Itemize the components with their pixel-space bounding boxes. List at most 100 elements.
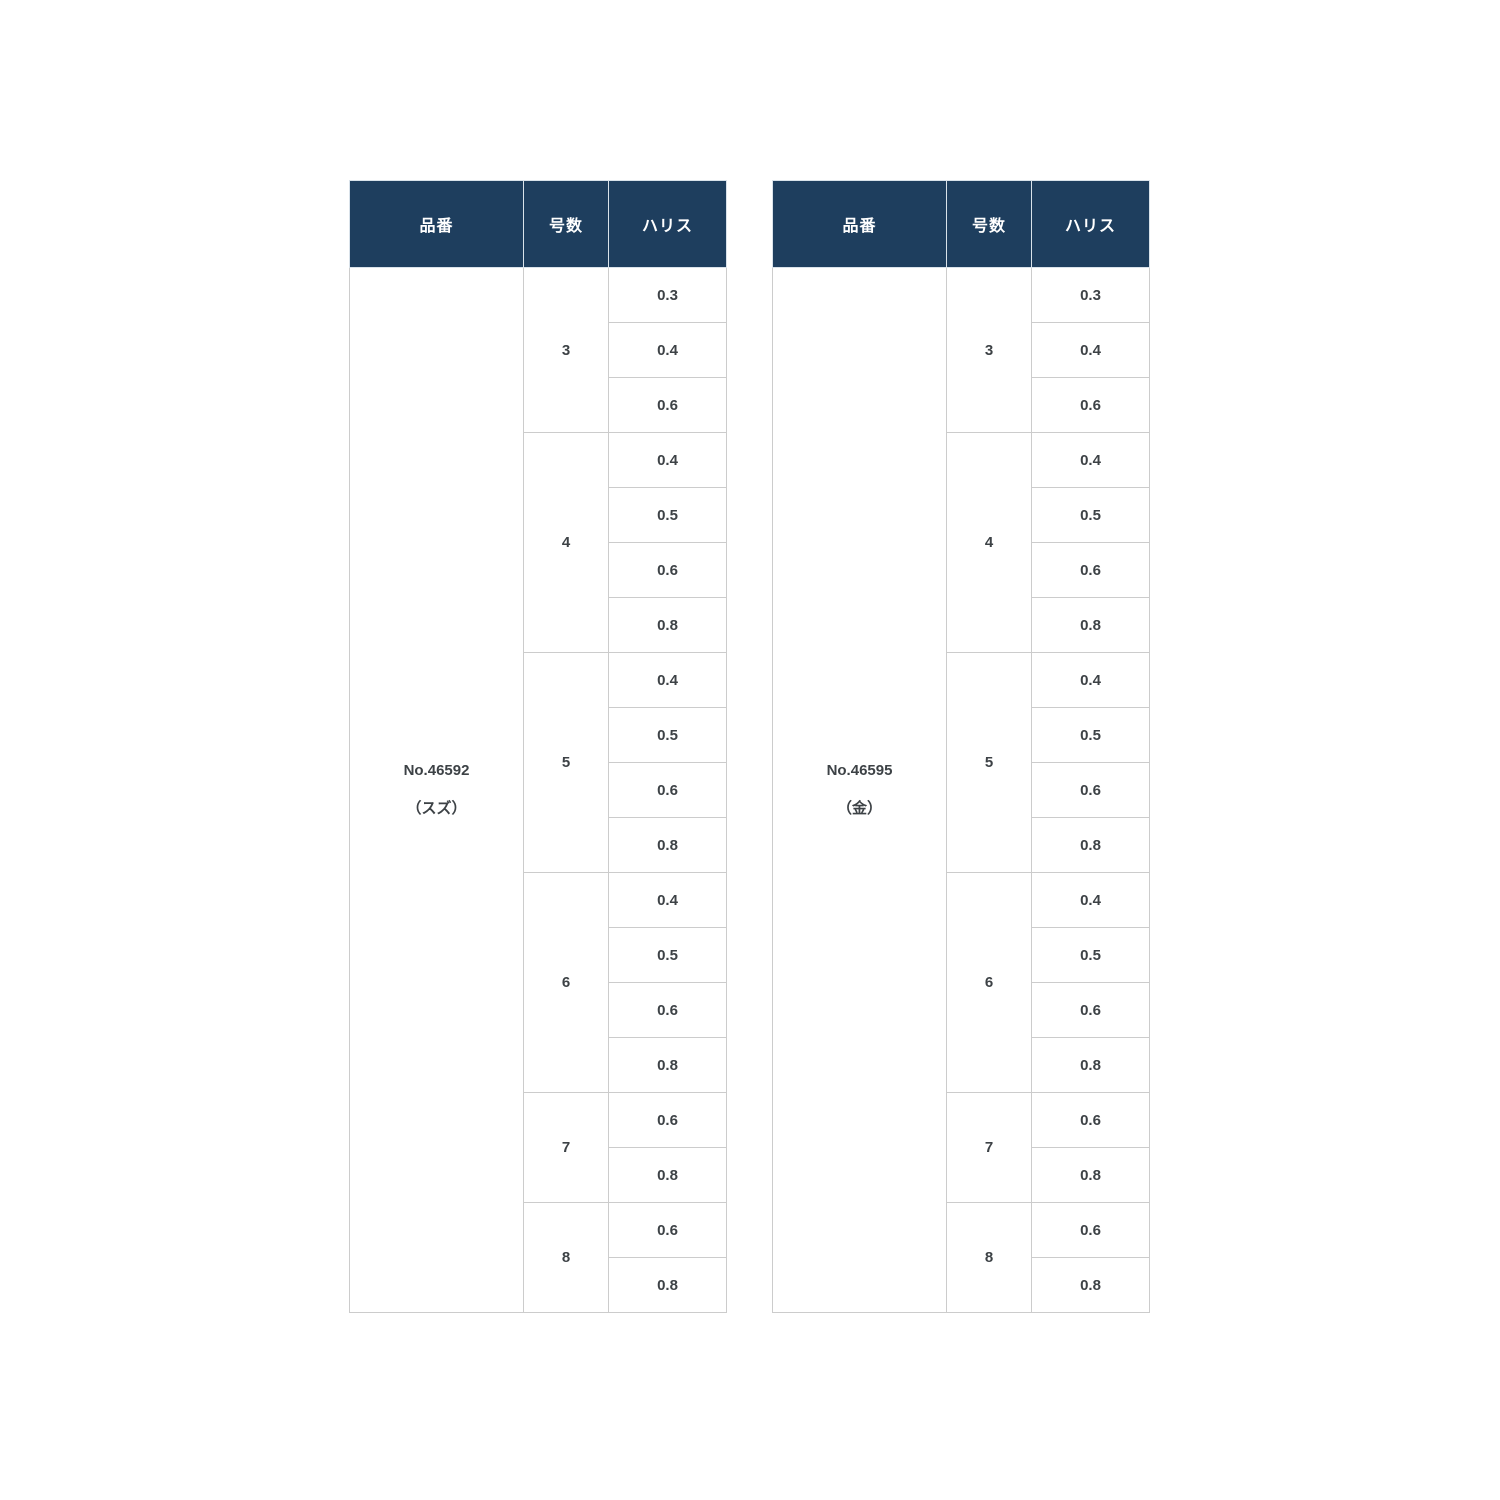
product-variant: （金） xyxy=(836,800,882,817)
harisu-cell: 0.5 xyxy=(608,707,727,763)
table-row: 8 0.6 xyxy=(350,1202,727,1313)
table-row: 0.8 xyxy=(350,1147,727,1203)
table-row: 0.8 xyxy=(773,1147,1150,1203)
harisu-cell: 0.6 xyxy=(608,762,727,818)
harisu-cell: 0.4 xyxy=(608,652,727,708)
table-row: 4 0.4 xyxy=(773,432,1150,653)
harisu-cell: 0.6 xyxy=(1031,542,1150,598)
harisu-cell: 0.8 xyxy=(1031,817,1150,873)
table-row: 0.4 xyxy=(773,322,1150,378)
header-row: 品番 号数 ハリス xyxy=(772,180,1150,268)
harisu-cell: 0.8 xyxy=(1031,1147,1150,1203)
table-row: 6 0.4 xyxy=(773,872,1150,1093)
harisu-cell: 0.5 xyxy=(1031,487,1150,543)
size-cell: 8 xyxy=(523,1202,609,1313)
table-row: 0.6 xyxy=(350,377,727,433)
table-row: 0.8 xyxy=(350,817,727,873)
table-row: 0.6 xyxy=(773,982,1150,1038)
header-row: 品番 号数 ハリス xyxy=(349,180,727,268)
header-size: 号数 xyxy=(523,180,609,268)
harisu-cell: 0.4 xyxy=(608,872,727,928)
table-row: 0.8 xyxy=(773,1257,1150,1313)
harisu-cell: 0.8 xyxy=(608,1037,727,1093)
harisu-cell: 0.6 xyxy=(608,1202,727,1258)
size-cell: 4 xyxy=(523,432,609,653)
table-row: 0.4 xyxy=(350,322,727,378)
harisu-cell: 0.6 xyxy=(1031,1092,1150,1148)
header-size: 号数 xyxy=(946,180,1032,268)
harisu-cell: 0.4 xyxy=(608,322,727,378)
size-cell: 6 xyxy=(946,872,1032,1093)
table-row: 0.6 xyxy=(350,542,727,598)
harisu-cell: 0.8 xyxy=(1031,597,1150,653)
product-cell: No.46595 （金） xyxy=(772,267,947,1313)
harisu-cell: 0.6 xyxy=(1031,982,1150,1038)
harisu-cell: 0.6 xyxy=(1031,762,1150,818)
harisu-cell: 0.8 xyxy=(608,597,727,653)
harisu-cell: 0.5 xyxy=(1031,927,1150,983)
harisu-cell: 0.4 xyxy=(1031,322,1150,378)
table-row: 7 0.6 xyxy=(350,1092,727,1203)
harisu-cell: 0.6 xyxy=(608,377,727,433)
table-row: 0.8 xyxy=(773,1037,1150,1093)
harisu-cell: 0.4 xyxy=(608,432,727,488)
table-row: 7 0.6 xyxy=(773,1092,1150,1203)
harisu-cell: 0.8 xyxy=(608,817,727,873)
table-row: No.46595 （金） 3 0.3 xyxy=(772,267,1150,1313)
table-row: 5 0.4 xyxy=(350,652,727,873)
spec-table: 品番 号数 ハリス No.46592 （スズ） 3 0.3 0.4 0.6 4 0.4 0.5 0.6 0… xyxy=(349,180,727,1313)
table-row: No.46592 （スズ） 3 0.3 xyxy=(349,267,727,1313)
tables-row: 品番 号数 ハリス No.46592 （スズ） 3 0.3 0.4 0.6 4 0.4 0.5 0.6 0… xyxy=(349,180,1150,1313)
table-row: 0.8 xyxy=(350,597,727,653)
table-row: 8 0.6 xyxy=(773,1202,1150,1313)
spec-table: 品番 号数 ハリス No.46595 （金） 3 0.3 0.4 0.6 4 0.4 0.5 0.6 0.… xyxy=(772,180,1150,1313)
table-row: 0.5 xyxy=(350,707,727,763)
harisu-cell: 0.3 xyxy=(608,267,727,323)
harisu-cell: 0.6 xyxy=(608,542,727,598)
harisu-cell: 0.4 xyxy=(1031,432,1150,488)
table-row: 0.5 xyxy=(773,707,1150,763)
table-row: 5 0.4 xyxy=(773,652,1150,873)
table-row: 0.8 xyxy=(773,597,1150,653)
size-cell: 4 xyxy=(946,432,1032,653)
harisu-cell: 0.5 xyxy=(608,927,727,983)
table-row: 0.5 xyxy=(350,487,727,543)
harisu-cell: 0.8 xyxy=(1031,1257,1150,1313)
table-row: 0.5 xyxy=(773,487,1150,543)
harisu-cell: 0.8 xyxy=(608,1257,727,1313)
harisu-cell: 0.6 xyxy=(608,1092,727,1148)
header-harisu: ハリス xyxy=(608,180,727,268)
table-row: 4 0.4 xyxy=(350,432,727,653)
table-row: 6 0.4 xyxy=(350,872,727,1093)
harisu-cell: 0.6 xyxy=(1031,377,1150,433)
size-cell: 5 xyxy=(946,652,1032,873)
harisu-cell: 0.8 xyxy=(608,1147,727,1203)
harisu-cell: 0.4 xyxy=(1031,872,1150,928)
header-harisu: ハリス xyxy=(1031,180,1150,268)
table-row: 0.8 xyxy=(773,817,1150,873)
product-variant: （スズ） xyxy=(406,800,467,817)
size-cell: 7 xyxy=(946,1092,1032,1203)
table-row: 0.6 xyxy=(350,762,727,818)
header-product: 品番 xyxy=(772,180,947,268)
table-row: 0.6 xyxy=(773,762,1150,818)
product-number: No.46592 xyxy=(403,762,470,779)
header-product: 品番 xyxy=(349,180,524,268)
size-cell: 3 xyxy=(523,267,609,433)
table-row: 0.5 xyxy=(350,927,727,983)
harisu-cell: 0.6 xyxy=(1031,1202,1150,1258)
table-row: 0.5 xyxy=(773,927,1150,983)
harisu-cell: 0.6 xyxy=(608,982,727,1038)
harisu-cell: 0.5 xyxy=(608,487,727,543)
size-cell: 6 xyxy=(523,872,609,1093)
size-cell: 7 xyxy=(523,1092,609,1203)
table-row: 0.6 xyxy=(350,982,727,1038)
harisu-cell: 0.3 xyxy=(1031,267,1150,323)
harisu-cell: 0.8 xyxy=(1031,1037,1150,1093)
harisu-cell: 0.4 xyxy=(1031,652,1150,708)
harisu-cell: 0.5 xyxy=(1031,707,1150,763)
size-cell: 8 xyxy=(946,1202,1032,1313)
product-number: No.46595 xyxy=(826,762,893,779)
table-row: 0.8 xyxy=(350,1257,727,1313)
